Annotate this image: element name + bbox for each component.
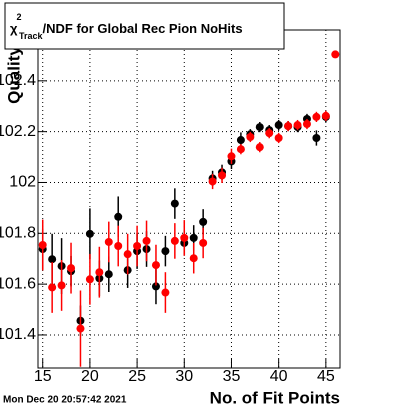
y-tick-label: 101.6 [0,275,36,292]
x-tick-label: 20 [81,368,99,385]
data-point [265,129,274,138]
data-point [199,238,208,247]
data-point [331,50,340,59]
data-point [255,143,264,152]
data-point [189,254,198,263]
data-point [293,121,302,130]
y-tick-label: 102.2 [0,123,36,140]
chart-title: χ2 Track/NDF for Global Rec Pion NoHits [10,12,243,41]
data-point [114,212,123,221]
data-point [302,120,311,129]
x-tick-label: 45 [317,368,335,385]
data-point [161,288,170,297]
data-point [227,152,236,161]
data-point [312,134,321,143]
data-point [76,324,85,333]
x-tick-label: 35 [223,368,241,385]
data-point [151,282,160,291]
data-point [284,122,293,131]
y-tick-label: 101.4 [0,326,36,343]
data-point [85,275,94,284]
data-point [218,171,227,180]
y-tick-label: 102.4 [0,72,36,89]
data-point [321,111,330,120]
data-point [236,145,245,154]
data-point [123,250,132,259]
data-point [180,233,189,242]
data-point [133,242,142,251]
data-point [38,240,47,249]
data-point [104,270,113,279]
x-tick-label: 40 [270,368,288,385]
data-point [48,255,57,264]
data-point [85,229,94,238]
data-point [199,217,208,226]
data-point [208,177,217,186]
data-point [274,134,283,143]
y-tick-label: 101.8 [0,225,36,242]
x-axis-label: No. of Fit Points [210,388,340,407]
y-tick-label: 102 [9,174,36,191]
title-box [4,2,285,50]
data-point [246,132,255,141]
y-axis-label: Quality [4,46,23,104]
data-point [255,123,264,132]
data-point [189,233,198,242]
data-point [48,283,57,292]
data-point [104,237,113,246]
data-point [161,247,170,256]
data-point [170,199,179,208]
title-sup: 2 [16,12,21,22]
data-point [142,236,151,245]
data-point [274,121,283,130]
data-point [236,136,245,145]
plot-area: 15 20 25 30 35 40 45 101.4 101.6 101.8 102 102.2 102… [0,29,341,385]
data-point [67,264,76,273]
x-tick-label: 30 [175,368,193,385]
data-point [114,242,123,251]
x-tick-label: 25 [128,368,146,385]
title-symbol: χ [10,21,18,36]
title-sub: Track [19,31,44,41]
data-point [312,112,321,121]
data-point [170,236,179,245]
timestamp: Mon Dec 20 20:57:42 2021 [3,395,127,406]
data-point [57,281,66,290]
x-tick-label: 15 [34,368,52,385]
title-rest: /NDF for Global Rec Pion NoHits [43,21,243,36]
data-point [95,268,104,277]
data-point [151,261,160,270]
